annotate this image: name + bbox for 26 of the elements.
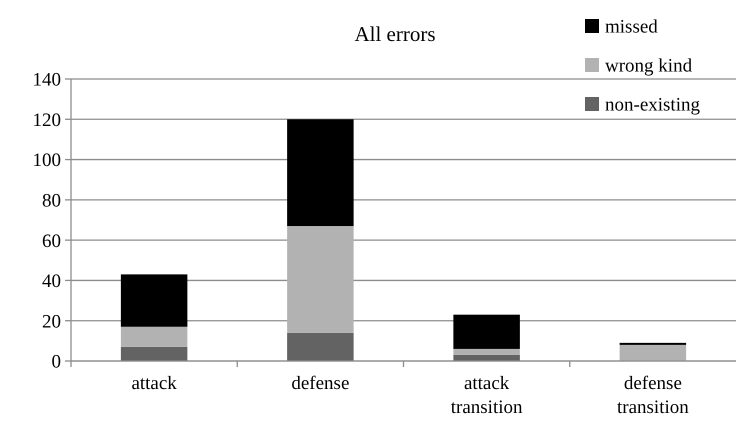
bar: [287, 226, 354, 333]
y-tick-label: 100: [32, 150, 61, 172]
y-tick-label: 80: [42, 190, 61, 212]
chart-title: All errors: [354, 22, 436, 46]
bar: [287, 119, 354, 226]
bar: [453, 314, 520, 349]
legend-label: wrong kind: [605, 56, 693, 77]
bar: [453, 354, 520, 361]
y-tick-label: 0: [52, 352, 61, 373]
bar: [287, 332, 354, 361]
y-tick-label: 140: [32, 70, 61, 91]
bar: [620, 344, 686, 361]
legend-label: missed: [605, 16, 658, 38]
y-tick-label: 40: [42, 271, 61, 292]
bar: [120, 346, 188, 361]
x-tick-label: defense: [291, 373, 350, 394]
y-tick-label: 60: [42, 230, 61, 252]
bar: [453, 348, 520, 355]
bar: [120, 274, 188, 327]
x-tick-label: attack: [131, 373, 178, 394]
bar: [120, 326, 188, 347]
x-tick-label: defense transition: [616, 373, 690, 418]
x-tick-label: attack transition: [450, 373, 524, 418]
y-tick-label: 20: [42, 311, 61, 332]
y-tick-label: 120: [32, 110, 61, 131]
legend-label: non-existing: [605, 94, 700, 116]
